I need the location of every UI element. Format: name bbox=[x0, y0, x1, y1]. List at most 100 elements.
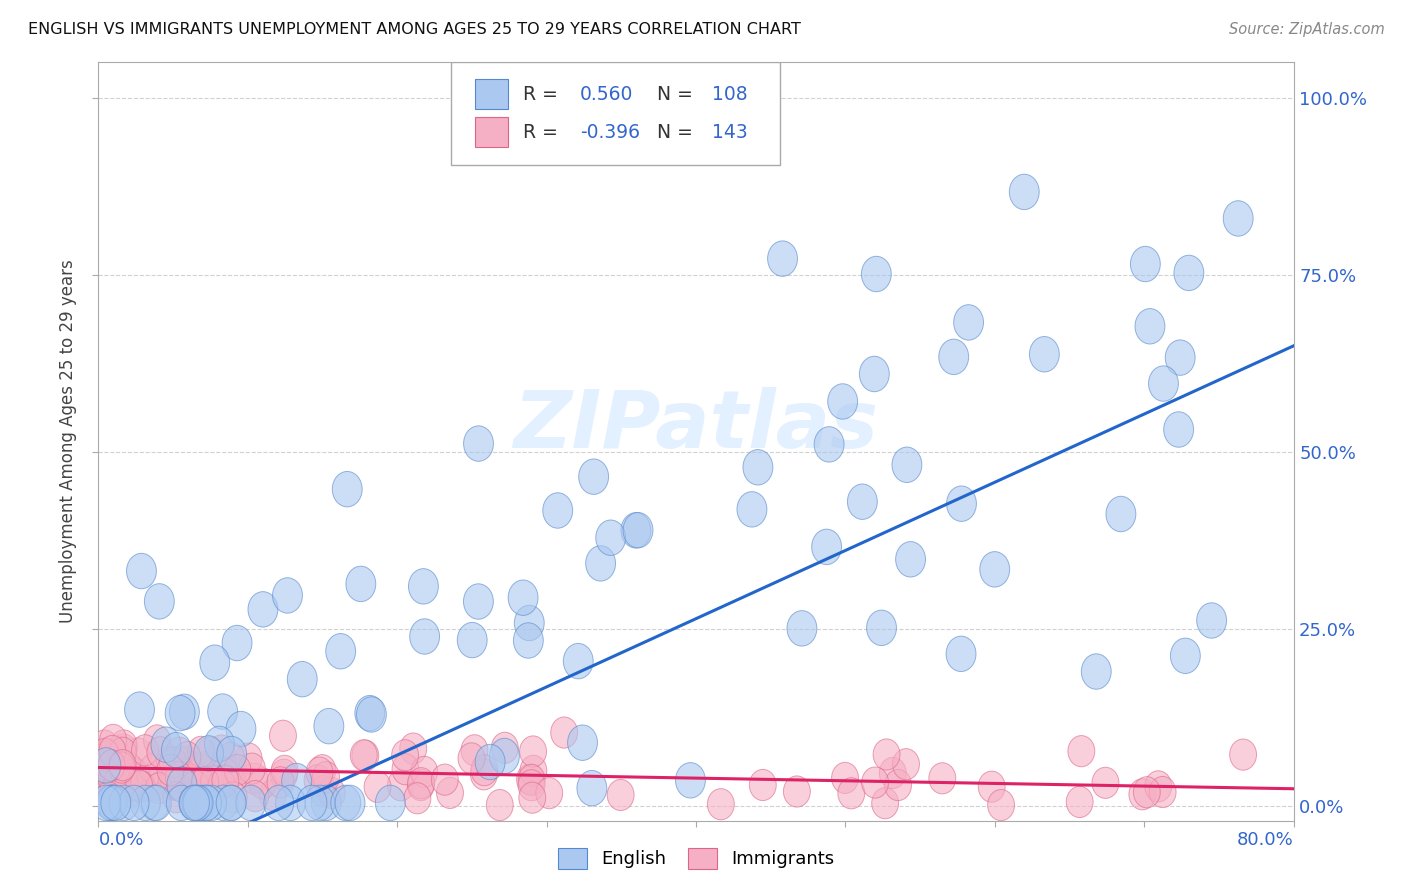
Ellipse shape bbox=[236, 785, 266, 821]
Ellipse shape bbox=[217, 785, 246, 821]
Ellipse shape bbox=[354, 696, 385, 731]
Ellipse shape bbox=[872, 788, 898, 819]
Ellipse shape bbox=[461, 735, 488, 766]
Ellipse shape bbox=[174, 741, 201, 772]
Ellipse shape bbox=[564, 643, 593, 679]
Ellipse shape bbox=[157, 755, 184, 786]
Ellipse shape bbox=[165, 696, 195, 731]
Ellipse shape bbox=[409, 568, 439, 604]
Ellipse shape bbox=[831, 763, 859, 794]
Ellipse shape bbox=[127, 553, 156, 589]
Ellipse shape bbox=[515, 606, 544, 640]
Ellipse shape bbox=[91, 730, 118, 761]
Ellipse shape bbox=[188, 769, 215, 800]
Ellipse shape bbox=[114, 751, 141, 781]
Ellipse shape bbox=[166, 785, 197, 821]
Ellipse shape bbox=[200, 645, 229, 681]
Ellipse shape bbox=[127, 772, 153, 803]
Ellipse shape bbox=[939, 339, 969, 375]
Ellipse shape bbox=[862, 256, 891, 292]
FancyBboxPatch shape bbox=[475, 117, 509, 147]
Ellipse shape bbox=[335, 785, 366, 821]
Ellipse shape bbox=[458, 743, 485, 774]
Ellipse shape bbox=[814, 426, 844, 462]
Ellipse shape bbox=[218, 742, 245, 773]
Ellipse shape bbox=[399, 733, 426, 764]
Ellipse shape bbox=[181, 758, 208, 789]
Ellipse shape bbox=[737, 491, 766, 527]
Ellipse shape bbox=[91, 746, 118, 777]
Text: -0.396: -0.396 bbox=[581, 123, 640, 142]
Ellipse shape bbox=[139, 754, 167, 785]
Ellipse shape bbox=[197, 737, 224, 768]
Ellipse shape bbox=[167, 767, 197, 802]
Ellipse shape bbox=[94, 740, 121, 772]
Ellipse shape bbox=[464, 425, 494, 461]
Ellipse shape bbox=[392, 754, 419, 785]
Ellipse shape bbox=[392, 739, 419, 771]
Ellipse shape bbox=[259, 780, 287, 811]
Ellipse shape bbox=[307, 757, 333, 789]
Ellipse shape bbox=[139, 785, 169, 821]
Ellipse shape bbox=[222, 625, 252, 661]
Text: 80.0%: 80.0% bbox=[1237, 831, 1294, 849]
Ellipse shape bbox=[174, 758, 201, 789]
Ellipse shape bbox=[276, 785, 305, 821]
Ellipse shape bbox=[125, 692, 155, 727]
Ellipse shape bbox=[520, 756, 547, 787]
Ellipse shape bbox=[979, 771, 1005, 802]
Ellipse shape bbox=[884, 770, 911, 801]
Ellipse shape bbox=[859, 356, 889, 392]
Ellipse shape bbox=[281, 764, 312, 798]
Ellipse shape bbox=[163, 781, 190, 813]
Ellipse shape bbox=[224, 755, 250, 786]
Ellipse shape bbox=[314, 708, 344, 744]
Ellipse shape bbox=[811, 529, 842, 565]
Ellipse shape bbox=[432, 764, 458, 796]
Ellipse shape bbox=[873, 739, 900, 770]
Ellipse shape bbox=[157, 768, 184, 799]
Ellipse shape bbox=[208, 694, 238, 730]
Y-axis label: Unemployment Among Ages 25 to 29 years: Unemployment Among Ages 25 to 29 years bbox=[59, 260, 77, 624]
Ellipse shape bbox=[170, 694, 200, 730]
Ellipse shape bbox=[1170, 638, 1201, 673]
Ellipse shape bbox=[309, 755, 336, 786]
Ellipse shape bbox=[90, 773, 117, 805]
Ellipse shape bbox=[270, 759, 298, 790]
Ellipse shape bbox=[145, 583, 174, 619]
Ellipse shape bbox=[536, 778, 562, 809]
Ellipse shape bbox=[304, 764, 330, 796]
Ellipse shape bbox=[110, 734, 136, 765]
Ellipse shape bbox=[1197, 603, 1226, 638]
Ellipse shape bbox=[142, 785, 172, 821]
Ellipse shape bbox=[516, 764, 544, 795]
Ellipse shape bbox=[551, 717, 578, 748]
Text: ENGLISH VS IMMIGRANTS UNEMPLOYMENT AMONG AGES 25 TO 29 YEARS CORRELATION CHART: ENGLISH VS IMMIGRANTS UNEMPLOYMENT AMONG… bbox=[28, 22, 801, 37]
Ellipse shape bbox=[120, 770, 148, 801]
Ellipse shape bbox=[326, 633, 356, 669]
Ellipse shape bbox=[219, 767, 246, 798]
Ellipse shape bbox=[179, 785, 209, 821]
Ellipse shape bbox=[191, 785, 222, 821]
Ellipse shape bbox=[352, 740, 378, 772]
Ellipse shape bbox=[90, 783, 117, 814]
Ellipse shape bbox=[221, 781, 247, 813]
Ellipse shape bbox=[1069, 736, 1095, 767]
Ellipse shape bbox=[96, 785, 125, 821]
Ellipse shape bbox=[953, 305, 984, 340]
Ellipse shape bbox=[217, 737, 246, 772]
Ellipse shape bbox=[491, 732, 519, 764]
Ellipse shape bbox=[110, 785, 139, 821]
Ellipse shape bbox=[187, 736, 214, 767]
Ellipse shape bbox=[404, 782, 430, 814]
Ellipse shape bbox=[239, 753, 266, 784]
Ellipse shape bbox=[197, 765, 224, 796]
Ellipse shape bbox=[866, 610, 897, 646]
Ellipse shape bbox=[437, 777, 464, 808]
Ellipse shape bbox=[117, 776, 143, 807]
Ellipse shape bbox=[783, 776, 810, 807]
Ellipse shape bbox=[409, 619, 440, 654]
Ellipse shape bbox=[489, 739, 519, 773]
Ellipse shape bbox=[197, 785, 226, 821]
Ellipse shape bbox=[980, 551, 1010, 587]
